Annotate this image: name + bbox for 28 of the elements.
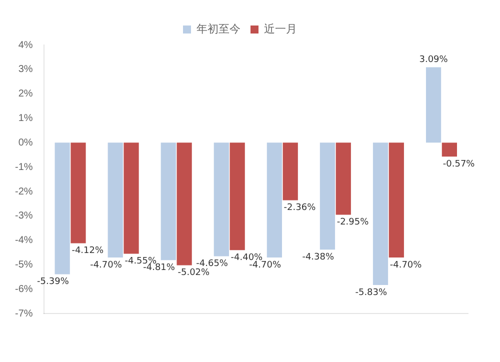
y-tick-label: 2% (18, 88, 33, 100)
y-tick-label: -6% (14, 284, 33, 295)
data-label: -4.65% (196, 259, 228, 270)
data-label: -4.70% (90, 260, 122, 270)
data-label: -5.83% (355, 288, 388, 298)
y-tick-label: -3% (14, 210, 33, 222)
y-tick-label: -4% (14, 235, 33, 246)
y-tick-label: 3% (18, 64, 33, 76)
data-label: -4.12% (72, 246, 104, 256)
data-label: -4.70% (390, 260, 422, 270)
y-tick-label: 1% (18, 113, 33, 124)
y-tick-label: 0% (18, 137, 33, 148)
data-label: -5.02% (178, 268, 210, 278)
data-label: -2.36% (284, 203, 316, 214)
legend-label: 近一月 (264, 22, 297, 36)
y-tick-label: -5% (14, 260, 33, 271)
data-label: -4.70% (249, 260, 282, 270)
y-tick-label: 4% (18, 40, 33, 51)
data-label: -0.57% (442, 159, 476, 170)
y-tick-label: -7% (14, 308, 33, 320)
data-label: -2.95% (336, 218, 370, 228)
y-tick-label: -2% (14, 186, 33, 198)
data-label: -4.81% (143, 262, 176, 273)
y-tick-label: -1% (14, 162, 33, 173)
data-label: 3.09% (419, 55, 448, 66)
legend-label: 年初至今 (196, 22, 240, 36)
data-label: -4.38% (302, 252, 334, 262)
data-label: -5.39% (37, 277, 70, 288)
